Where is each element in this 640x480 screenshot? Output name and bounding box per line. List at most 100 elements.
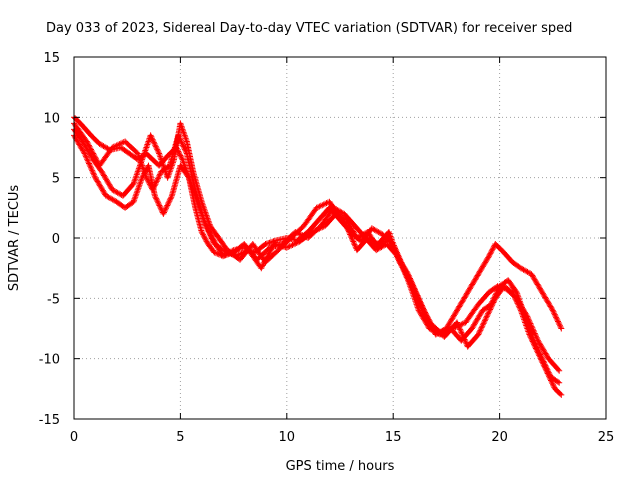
data-marker-run — [102, 192, 119, 204]
data-marker-run — [417, 301, 434, 327]
data-marker-run — [96, 145, 115, 169]
x-tick-label: 10 — [279, 430, 296, 445]
data-marker-run — [383, 241, 400, 258]
data-marker-run — [158, 163, 172, 175]
x-tick-label: 15 — [385, 430, 402, 445]
data-marker-run — [98, 168, 115, 192]
data-marker-run — [119, 181, 136, 199]
data-marker-run — [464, 272, 481, 296]
data-marker-run — [492, 241, 506, 255]
data-marker-run — [149, 170, 164, 193]
data-marker-run — [305, 218, 321, 235]
data-marker-run — [405, 277, 422, 312]
data-marker-run — [368, 225, 385, 237]
data-marker-run — [547, 373, 561, 385]
data-marker-run — [79, 138, 96, 162]
data-marker-run — [415, 307, 432, 331]
data-marker-run — [122, 138, 140, 156]
data-marker — [556, 379, 563, 386]
data-marker-run — [454, 290, 470, 314]
data-marker-run — [351, 222, 368, 240]
data-marker-run — [551, 385, 564, 397]
y-tick-label: 10 — [43, 111, 60, 126]
data-marker-run — [81, 150, 98, 180]
data-marker-run — [122, 199, 136, 211]
data-marker-run — [134, 150, 149, 180]
data-marker-run — [130, 176, 145, 205]
x-tick-label: 25 — [598, 430, 615, 445]
data-marker-run — [534, 337, 551, 361]
data-marker-run — [394, 253, 411, 282]
data-marker-run — [343, 222, 360, 252]
data-marker-run — [198, 229, 211, 246]
data-marker-run — [283, 239, 302, 251]
data-marker-run — [117, 144, 132, 156]
data-marker-run — [330, 204, 346, 217]
x-tick-label: 0 — [70, 430, 78, 445]
y-tick-label: 15 — [43, 51, 60, 66]
data-marker-run — [468, 308, 485, 332]
data-marker — [556, 367, 563, 374]
data-marker-run — [479, 302, 493, 314]
x-tick-label: 5 — [176, 430, 184, 445]
x-axis-label: GPS time / hours — [286, 459, 395, 474]
data-marker-run — [83, 138, 102, 168]
data-marker-run — [462, 302, 481, 326]
data-marker — [558, 325, 565, 332]
data-marker-run — [147, 132, 162, 156]
data-marker-run — [205, 241, 217, 255]
data-marker-run — [332, 210, 349, 223]
data-marker-run — [513, 289, 528, 318]
data-marker-run — [175, 132, 190, 156]
data-marker-run — [500, 283, 515, 295]
data-marker-run — [458, 326, 474, 344]
data-marker-run — [317, 206, 336, 229]
data-marker-run — [192, 186, 207, 222]
data-marker-run — [254, 245, 272, 263]
data-marker-run — [522, 313, 537, 343]
data-marker-run — [200, 216, 215, 240]
data-marker-run — [475, 314, 490, 338]
chart-title: Day 033 of 2023, Sidereal Day-to-day VTE… — [46, 21, 572, 36]
data-marker-run — [475, 290, 491, 308]
data-marker-run — [539, 355, 553, 379]
data-marker-run — [528, 271, 545, 294]
data-marker-run — [300, 206, 319, 229]
data-marker-run — [549, 307, 564, 331]
data-marker-run — [168, 164, 183, 199]
data-marker — [558, 391, 565, 398]
data-marker-run — [166, 133, 181, 169]
data-marker-run — [241, 241, 259, 262]
data-marker-run — [207, 222, 221, 240]
data-marker-run — [160, 194, 175, 217]
data-marker-run — [88, 132, 102, 146]
y-tick-label: -10 — [39, 353, 60, 368]
data-marker-run — [177, 162, 192, 180]
data-marker-run — [475, 254, 492, 278]
data-marker-run — [77, 120, 94, 138]
y-tick-label: -15 — [39, 413, 60, 428]
data-marker-run — [183, 150, 198, 192]
data-marker-run — [517, 265, 534, 277]
data-marker-run — [362, 235, 379, 252]
data-marker-run — [92, 174, 109, 198]
data-marker-run — [192, 204, 205, 234]
data-marker-run — [500, 249, 515, 265]
data-series — [71, 114, 565, 398]
data-marker-run — [177, 120, 190, 143]
series-track-4 — [71, 120, 563, 386]
data-marker-run — [322, 212, 338, 229]
data-marker-run — [315, 205, 332, 223]
y-tick-label: 0 — [52, 232, 60, 247]
data-marker-run — [215, 235, 230, 252]
y-axis-label: SDTVAR / TECUs — [7, 185, 22, 292]
x-tick-label: 20 — [491, 430, 508, 445]
data-marker-run — [209, 235, 226, 258]
data-marker-run — [505, 277, 519, 295]
data-marker-run — [509, 259, 523, 271]
data-marker-run — [341, 210, 357, 228]
data-marker-run — [530, 337, 545, 361]
data-marker-run — [488, 284, 502, 308]
data-marker-run — [305, 224, 323, 241]
